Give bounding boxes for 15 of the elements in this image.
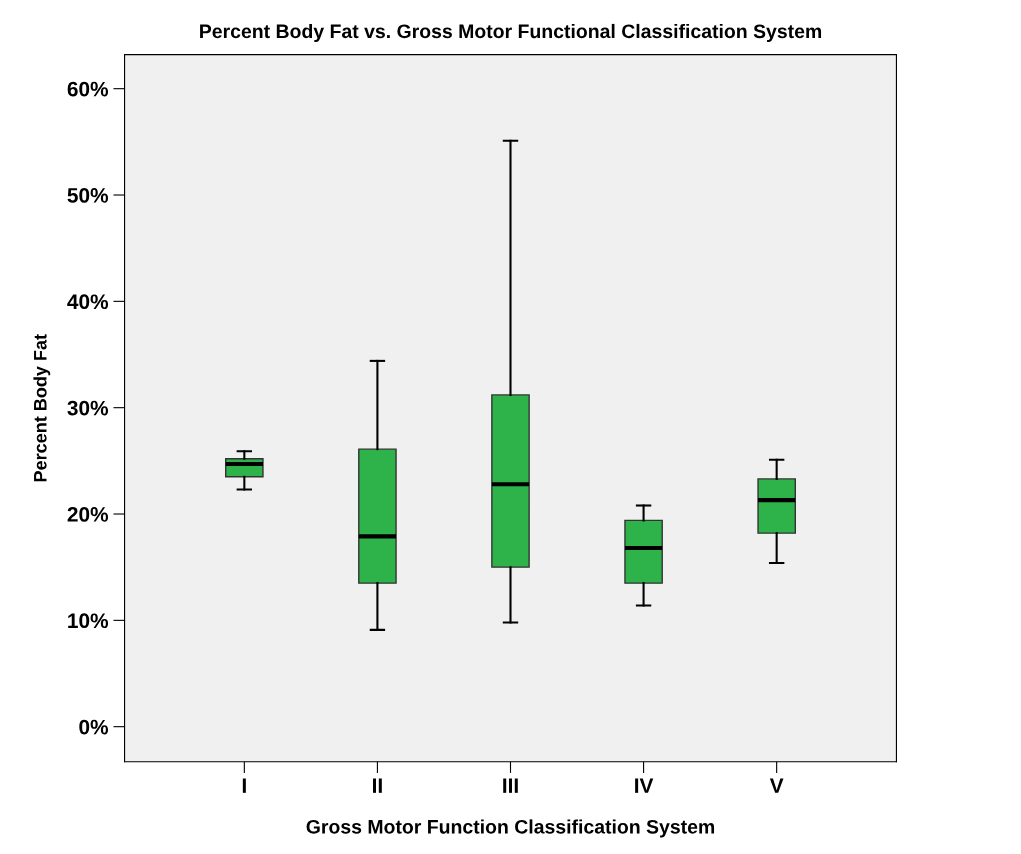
- y-tick-label: 30%: [67, 400, 109, 416]
- x-tick-label: I: [242, 778, 246, 793]
- y-axis-title: Percent Body Fat: [33, 334, 51, 482]
- chart-title: Percent Body Fat vs. Gross Motor Functional Classification System: [200, 23, 822, 43]
- y-tick-label: 40%: [67, 294, 109, 310]
- y-tick-label: 60%: [67, 81, 109, 97]
- y-tick-label: 10%: [68, 613, 109, 629]
- x-tick-label: V: [769, 778, 784, 793]
- y-tick-label: 50%: [67, 188, 109, 203]
- x-tick-label: IV: [635, 778, 654, 793]
- x-axis-title: Gross Motor Function Classification System: [306, 819, 715, 838]
- x-tick-label: III: [503, 778, 518, 793]
- y-tick-label: 0%: [79, 719, 109, 735]
- y-tick-label: 20%: [67, 507, 109, 522]
- x-tick-label: II: [373, 778, 382, 793]
